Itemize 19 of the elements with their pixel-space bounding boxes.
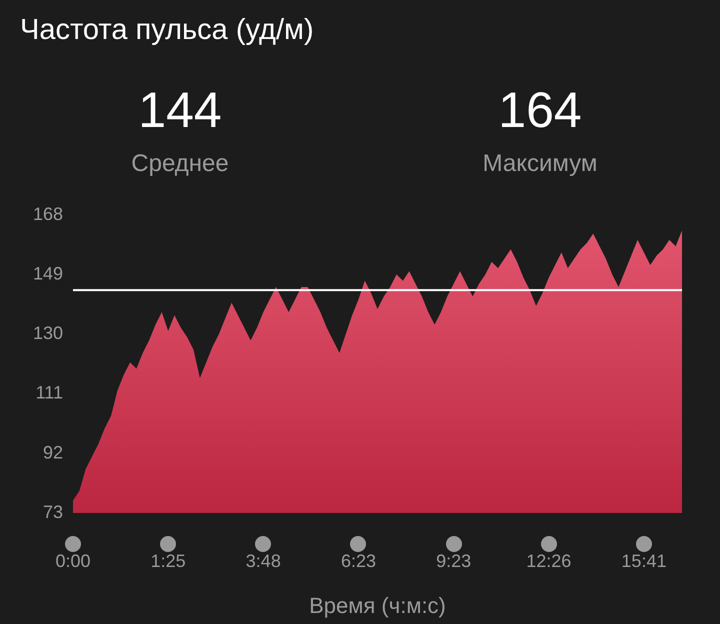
text: 144 [137, 81, 223, 140]
x-tick-label: 12:26 [526, 550, 572, 571]
x-tick-label: 9:23 [436, 550, 472, 571]
x-tick-label: 6:23 [340, 550, 376, 571]
text: 164 [497, 81, 583, 140]
text: Среднее [130, 150, 230, 178]
y-tick-label: 130 [32, 323, 63, 344]
x-tick-label: 3:48 [246, 550, 281, 571]
x-axis-title: Время (ч:м:с) [309, 592, 446, 618]
y-tick-label: 111 [36, 382, 63, 403]
y-tick-label: 168 [32, 204, 63, 224]
chart-title: Частота пульса (уд/м) [20, 14, 314, 47]
x-tick-label: 0:00 [55, 550, 91, 571]
text: Максимум [482, 150, 598, 178]
y-tick-label: 92 [42, 442, 63, 462]
y-tick-label: 73 [42, 502, 63, 522]
x-tick-label: 1:25 [150, 550, 186, 571]
y-tick-label: 149 [32, 263, 63, 284]
x-tick-label: 15:41 [621, 550, 666, 571]
